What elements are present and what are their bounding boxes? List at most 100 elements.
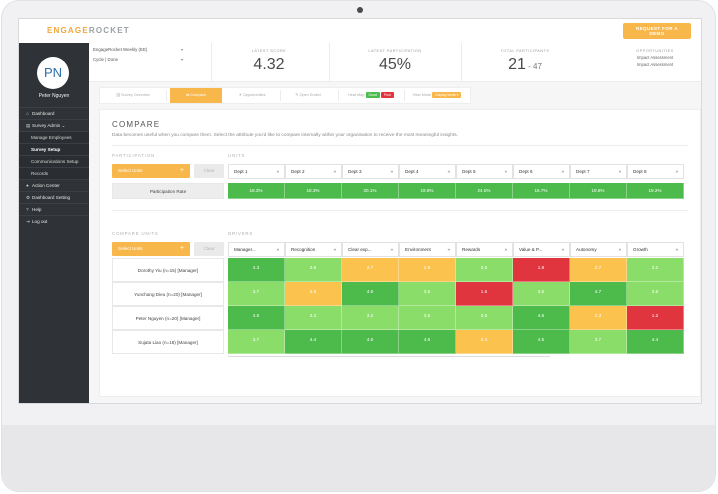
sidebar-item-survey-admin[interactable]: ▤ Survey Admin ⌄ xyxy=(19,119,89,131)
unit-row-label[interactable]: Yunchang Dieu (n=20) [Manager] xyxy=(112,282,224,306)
driver-score-cell[interactable]: 4.7 xyxy=(570,282,627,306)
driver-score-cell[interactable]: 3.2 xyxy=(285,306,342,330)
driver-score-cell[interactable]: 2.8 xyxy=(285,282,342,306)
driver-score-cell[interactable]: 3.6 xyxy=(627,282,684,306)
driver-score-cell[interactable]: 3.7 xyxy=(228,282,285,306)
view-mode[interactable]: View Mode Display Mode ▾ xyxy=(406,88,468,103)
driver-score-cell[interactable]: 2.7 xyxy=(570,258,627,282)
dept-header[interactable]: Dept 1» xyxy=(228,164,285,179)
dept-header[interactable]: Dept 2» xyxy=(285,164,342,179)
driver-header[interactable]: Clear exp...» xyxy=(342,242,399,257)
driver-score-cell[interactable]: 1.2 xyxy=(627,306,684,330)
sidebar-item-records[interactable]: Records xyxy=(19,167,89,179)
driver-score-cell[interactable]: 3.7 xyxy=(570,330,627,354)
tab-compare[interactable]: ⇄ Compare xyxy=(170,88,222,103)
sidebar-item-dashboard-setting[interactable]: ⚙ Dashboard Setting xyxy=(19,191,89,203)
chevron-right-icon: » xyxy=(618,247,621,252)
driver-score-cell[interactable]: 3.8 xyxy=(285,258,342,282)
app-screen: ENGAGEROCKET REQUEST FOR A DEMO PN Peter… xyxy=(18,18,702,404)
cycle-select[interactable]: Cycle | Done ▾ xyxy=(93,55,203,65)
view-mode-dropdown[interactable]: Display Mode ▾ xyxy=(432,92,462,98)
opportunity-link[interactable]: Impact Assessment xyxy=(636,62,674,67)
sidebar: PN Peter Nguyen ⌂ Dashboard ▤ Survey Admin … xyxy=(19,43,89,403)
dept-header[interactable]: Dept 6» xyxy=(513,164,570,179)
request-demo-button[interactable]: REQUEST FOR A DEMO xyxy=(623,23,691,39)
driver-score-cell[interactable]: 4.5 xyxy=(228,306,285,330)
driver-score-cell[interactable]: 2.9 xyxy=(399,258,456,282)
tab-open-ended[interactable]: ✎ Open Ended xyxy=(295,93,321,97)
driver-score-cell[interactable]: 1.8 xyxy=(513,258,570,282)
driver-score-cell[interactable]: 2.3 xyxy=(570,306,627,330)
participation-cell: 24.5% xyxy=(456,183,513,199)
driver-score-cell[interactable]: 1.5 xyxy=(456,282,513,306)
driver-header[interactable]: Environment» xyxy=(399,242,456,257)
driver-score-cell[interactable]: 2.4 xyxy=(456,330,513,354)
main-content: EngageRocket Weekly (EE) ▾ Cycle | Done ▾ … xyxy=(89,43,701,403)
legend-good: Good xyxy=(365,92,380,98)
sidebar-item-survey-setup[interactable]: Survey Setup xyxy=(19,143,89,155)
driver-score-cell[interactable]: 3.5 xyxy=(513,282,570,306)
driver-score-cell[interactable]: 4.6 xyxy=(342,282,399,306)
driver-score-cell[interactable]: 4.3 xyxy=(228,258,285,282)
driver-score-cell[interactable]: 4.4 xyxy=(285,330,342,354)
driver-score-cell[interactable]: 3.6 xyxy=(399,306,456,330)
driver-score-cell[interactable]: 2.7 xyxy=(342,258,399,282)
chevron-down-icon: ▾ xyxy=(180,47,183,52)
sidebar-item-dashboard[interactable]: ⌂ Dashboard xyxy=(19,107,89,119)
driver-score-cell[interactable]: 3.5 xyxy=(456,306,513,330)
unit-row-label[interactable]: Dorothy Yiu (n=15) [Manager] xyxy=(112,258,224,282)
help-icon: ? xyxy=(26,207,29,212)
driver-header[interactable]: Growth» xyxy=(627,242,684,257)
sidebar-item-action-center[interactable]: ● Action Center xyxy=(19,179,89,191)
dept-header[interactable]: Dept 8» xyxy=(627,164,684,179)
stat-latest-score: LATEST SCORE 4.32 xyxy=(211,43,326,81)
driver-header[interactable]: Value & P...» xyxy=(513,242,570,257)
avatar[interactable]: PN xyxy=(37,57,69,89)
dept-header[interactable]: Dept 4» xyxy=(399,164,456,179)
sidebar-item-help[interactable]: ? Help xyxy=(19,203,89,215)
driver-header[interactable]: Rewards» xyxy=(456,242,513,257)
participation-rate-label: Participation Rate xyxy=(112,183,224,199)
driver-header[interactable]: Autonomy» xyxy=(570,242,627,257)
driver-score-cell[interactable]: 3.5 xyxy=(456,258,513,282)
horizontal-scrollbar[interactable] xyxy=(228,356,550,357)
driver-score-cell[interactable]: 4.6 xyxy=(342,330,399,354)
driver-score-cell[interactable]: 3.6 xyxy=(399,282,456,306)
dept-header[interactable]: Dept 7» xyxy=(570,164,627,179)
dept-header[interactable]: Dept 5» xyxy=(456,164,513,179)
tab-opportunities[interactable]: ☀ Opportunities xyxy=(238,93,266,97)
unit-row-label[interactable]: Sujata Liao (n=18) [Manager] xyxy=(112,330,224,354)
driver-score-cell[interactable]: 4.5 xyxy=(513,330,570,354)
sidebar-item-manage-employees[interactable]: Manage Employees xyxy=(19,131,89,143)
driver-header[interactable]: Manager...» xyxy=(228,242,285,257)
compare-card: COMPARE Data becomes useful when you com… xyxy=(99,109,701,397)
select-units-button[interactable]: Select Units + xyxy=(112,164,190,178)
select-units-button-2[interactable]: Select Units + xyxy=(112,242,190,256)
driver-score-cell[interactable]: 3.7 xyxy=(228,330,285,354)
driver-score-cell[interactable]: 3.2 xyxy=(627,258,684,282)
driver-score-cell[interactable]: 4.6 xyxy=(399,330,456,354)
clear-button-2[interactable]: Clear xyxy=(194,242,224,256)
opportunities-panel: OPPORTUNITIES Impact Assessment Impact A… xyxy=(615,43,695,67)
sidebar-item-label: Dashboard Setting xyxy=(32,195,71,200)
survey-selector[interactable]: EngageRocket Weekly (EE) ▾ Cycle | Done ▾ xyxy=(93,45,203,65)
brand-logo[interactable]: ENGAGEROCKET xyxy=(47,26,130,35)
sidebar-item-log-out[interactable]: ⇥ Log out xyxy=(19,215,89,227)
opportunity-link[interactable]: Impact Assessment xyxy=(636,55,674,60)
tab-survey-overview[interactable]: ▥ Survey Overview xyxy=(116,93,150,97)
dept-header[interactable]: Dept 3» xyxy=(342,164,399,179)
chevron-right-icon: » xyxy=(447,169,450,174)
unit-row-label[interactable]: Peter Nguyen (n=20) [Manager] xyxy=(112,306,224,330)
sidebar-item-communications-setup[interactable]: Communications Setup xyxy=(19,155,89,167)
clear-button[interactable]: Clear xyxy=(194,164,224,178)
gear-icon: ⚙ xyxy=(26,195,31,200)
chevron-right-icon: » xyxy=(276,247,279,252)
home-icon: ⌂ xyxy=(26,111,29,116)
driver-score-cell[interactable]: 4.6 xyxy=(513,306,570,330)
driver-header[interactable]: Recognition» xyxy=(285,242,342,257)
driver-score-cell[interactable]: 4.4 xyxy=(627,330,684,354)
survey-name[interactable]: EngageRocket Weekly (EE) ▾ xyxy=(93,45,203,55)
pin-icon: ● xyxy=(26,183,29,188)
chevron-right-icon: » xyxy=(504,247,507,252)
driver-score-cell[interactable]: 3.2 xyxy=(342,306,399,330)
